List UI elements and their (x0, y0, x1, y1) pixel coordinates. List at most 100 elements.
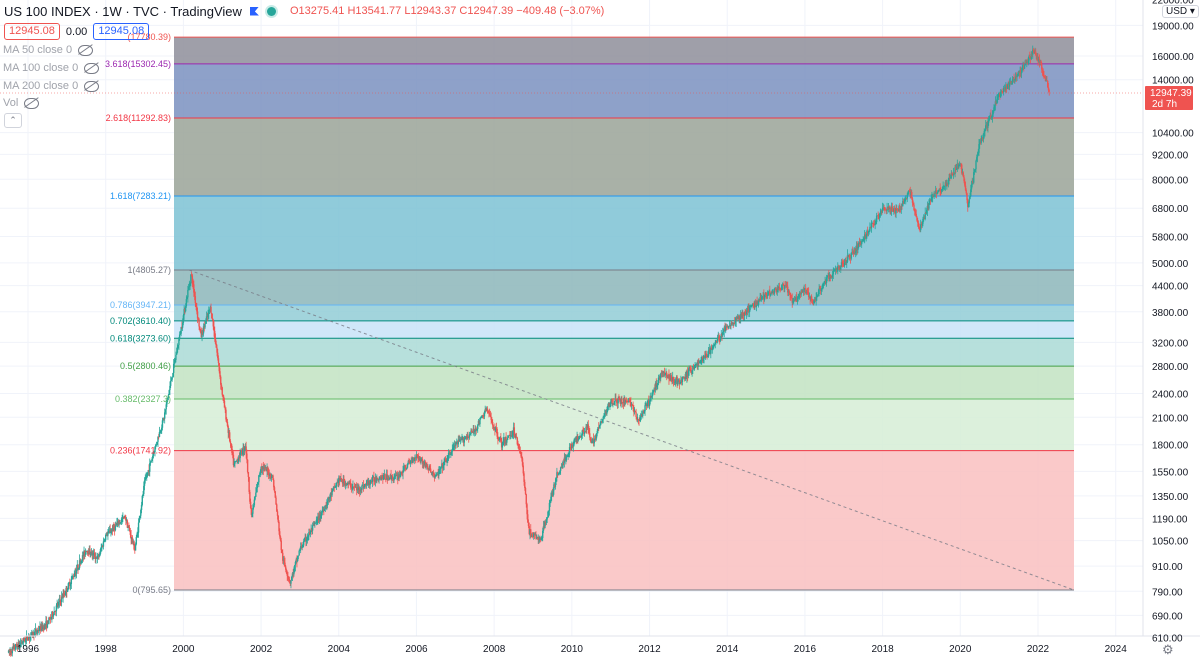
candle-body (329, 497, 331, 499)
candle-body (982, 137, 984, 140)
time-axis[interactable]: 1996 1998 2000 2002 2004 2006 2008 2010 2012 2014… (17, 644, 1127, 655)
candle-body (881, 207, 884, 212)
flag-icon[interactable] (249, 6, 259, 16)
candle-body (789, 292, 791, 296)
candle-body (488, 412, 490, 415)
indicator-ma200[interactable]: MA 200 close 0 (3, 80, 100, 92)
candle-body (590, 440, 592, 443)
indicator-ma100[interactable]: MA 100 close 0 (3, 62, 100, 74)
trend-line[interactable] (188, 269, 1075, 591)
candle-body (642, 411, 645, 413)
hidden-eye-icon[interactable] (84, 80, 100, 92)
indicator-label: MA 100 close 0 (3, 62, 79, 74)
collapse-legend-button[interactable]: ⌃ (4, 113, 22, 128)
candle-body (445, 460, 448, 462)
candle-body (828, 275, 830, 279)
candle-body (713, 343, 716, 347)
candle-body (646, 402, 648, 407)
candle-body (312, 523, 315, 526)
candle-body (566, 456, 569, 458)
candle-body (863, 234, 866, 239)
bar-countdown-label: 2d 7h (1152, 99, 1177, 110)
candle-body (913, 204, 915, 211)
candle-body (864, 234, 867, 239)
candle-body (143, 485, 145, 494)
candle-body (430, 472, 433, 473)
candle-body (628, 400, 631, 402)
candle-body (75, 569, 78, 574)
candle-body (706, 354, 708, 358)
candle-body (314, 522, 317, 524)
candle-body (583, 431, 586, 434)
candle-body (1038, 58, 1040, 62)
candle-body (63, 594, 66, 596)
candle-body (840, 262, 843, 267)
candle-body (579, 436, 581, 438)
candle-body (1014, 75, 1017, 80)
candle-body (63, 593, 65, 595)
candle-body (1002, 91, 1004, 93)
candle-body (205, 320, 207, 324)
candle-body (895, 208, 897, 214)
candle-body (866, 230, 869, 234)
sell-button[interactable]: 12945.08 (4, 23, 60, 40)
hidden-eye-icon[interactable] (24, 97, 40, 109)
candle-body (525, 494, 527, 505)
buy-button[interactable]: 12945.08 (93, 23, 150, 40)
candle-body (426, 465, 428, 467)
symbol-title[interactable]: US 100 INDEX · 1W · TVC · TradingView (4, 3, 242, 19)
candle-body (801, 291, 804, 293)
fibonacci-retracement[interactable] (174, 36, 1074, 591)
candle-body (780, 289, 782, 291)
candle-body (382, 474, 385, 480)
candle-body (963, 176, 965, 182)
candle-body (607, 403, 610, 407)
candle-body (429, 467, 431, 469)
low-value: L12943.37 (404, 5, 457, 17)
currency-selector[interactable]: USD ▾ (1162, 5, 1199, 18)
candle-body (812, 301, 814, 304)
candle-body (447, 455, 449, 460)
price-axis[interactable]: 19000.00 16000.00 14000.00 10400.00 9200.00 8… (1152, 0, 1194, 644)
candle-body (742, 312, 744, 315)
candle-body (642, 411, 644, 416)
candle-body (939, 188, 941, 192)
candle-body (358, 487, 360, 490)
candle-body (688, 369, 690, 372)
candle-body (808, 296, 811, 298)
candle-body (845, 259, 847, 262)
candle-body (16, 646, 19, 649)
candle-body (524, 487, 527, 495)
candle-body (28, 636, 31, 639)
candle-body (917, 220, 919, 223)
candle-body (568, 453, 570, 456)
fib-band (174, 450, 1074, 590)
candle-body (367, 480, 370, 486)
candle-body (391, 476, 393, 480)
candle-body (797, 296, 799, 298)
settings-gear-icon[interactable]: ⚙ (1162, 642, 1174, 657)
candle-body (1035, 55, 1038, 60)
indicator-ma50[interactable]: MA 50 close 0 (3, 44, 94, 56)
candle-body (81, 555, 84, 561)
hidden-eye-icon[interactable] (78, 44, 94, 56)
candle-body (647, 401, 649, 403)
candle-body (1037, 56, 1039, 62)
candle-body (1038, 58, 1041, 66)
indicator-volume[interactable]: Vol (3, 97, 40, 109)
candle-body (943, 186, 945, 187)
candle-body (120, 519, 123, 523)
candle-body (715, 340, 717, 343)
candle-body (219, 371, 221, 377)
candle-body (189, 283, 191, 285)
candle-body (124, 516, 126, 519)
candle-body (563, 457, 566, 463)
candle-body (129, 531, 132, 535)
candle-body (309, 530, 312, 535)
candle-body (179, 333, 182, 335)
candle-body (550, 496, 552, 501)
candle-body (280, 540, 282, 551)
hidden-eye-icon[interactable] (84, 62, 100, 74)
candle-body (896, 208, 899, 210)
